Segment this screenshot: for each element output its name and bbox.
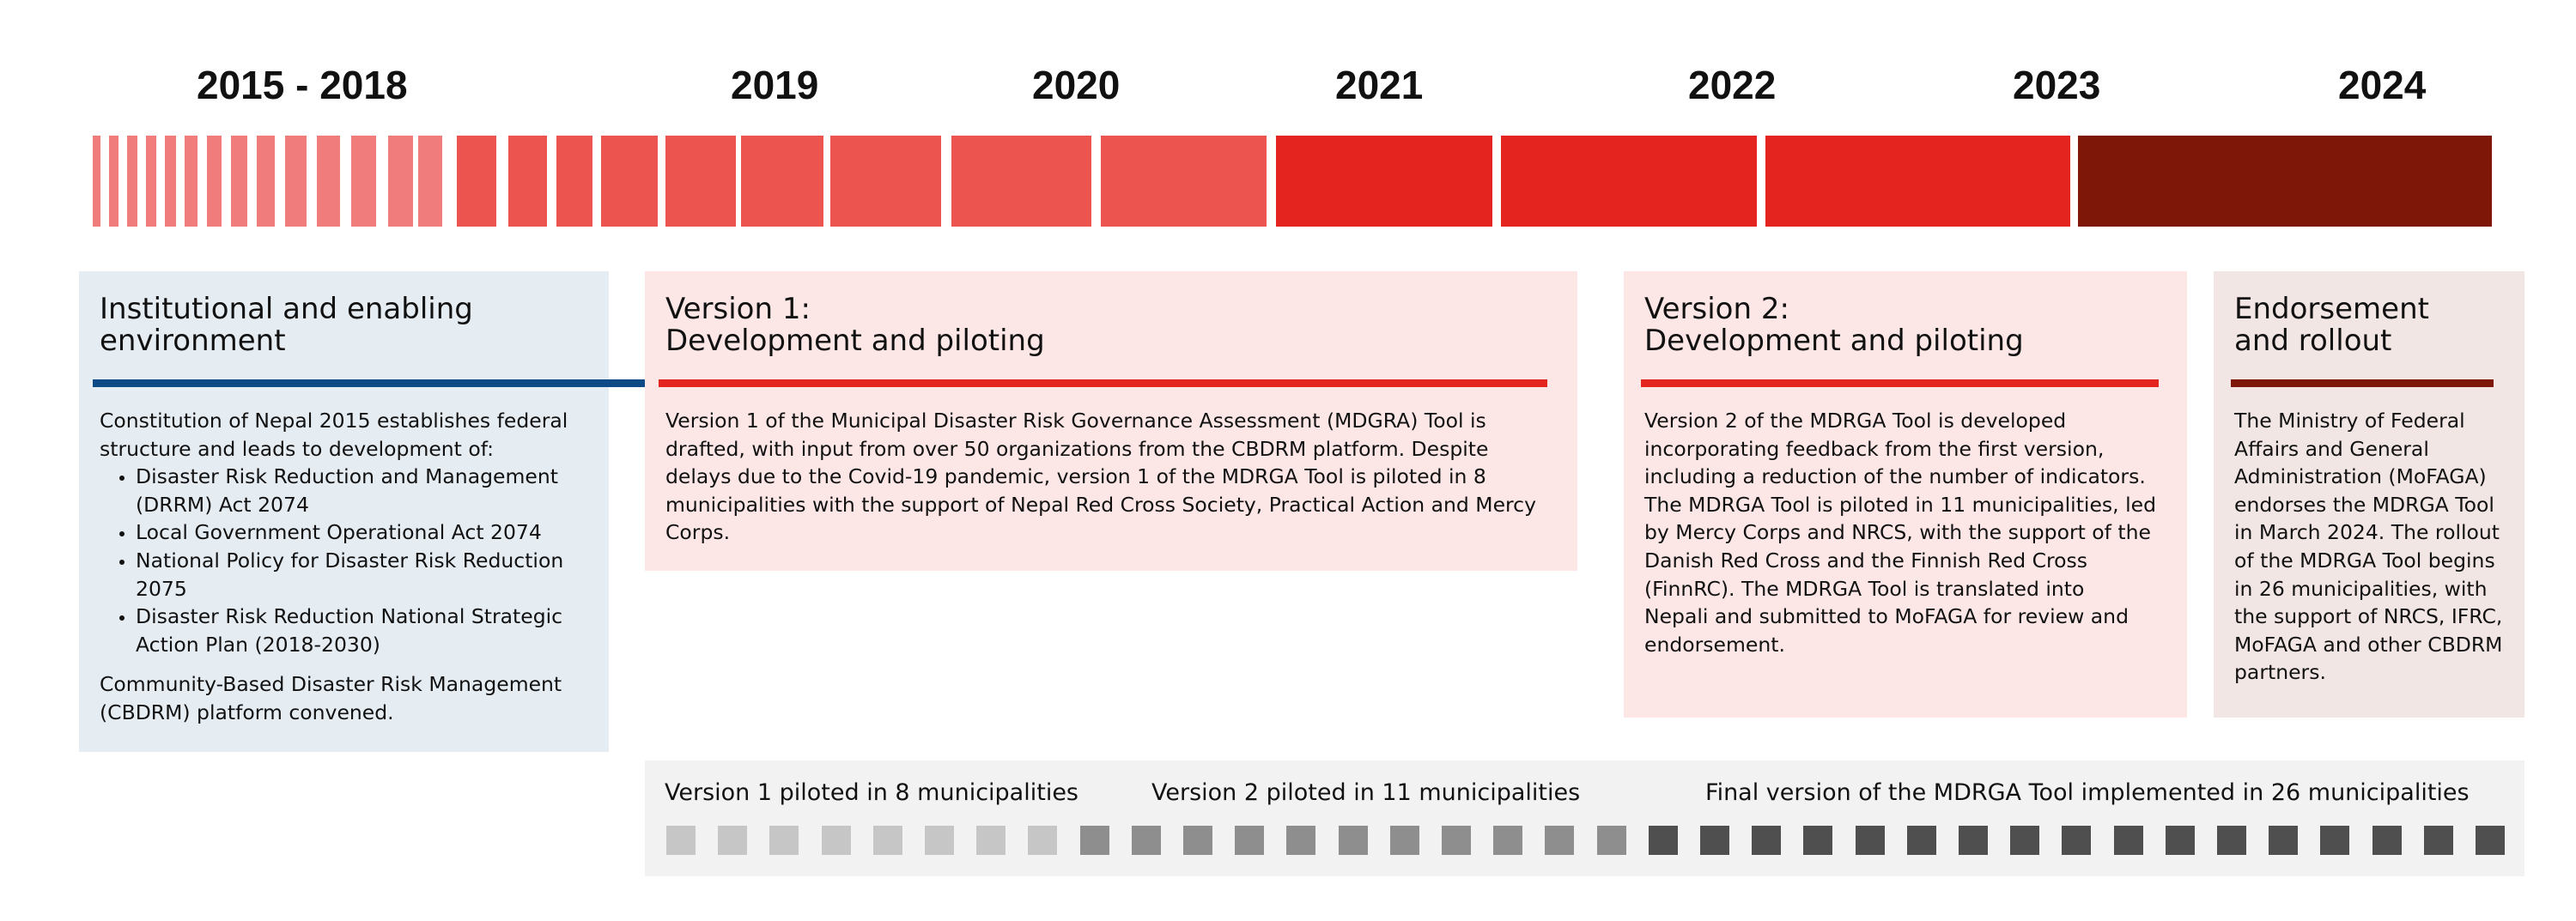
card-rule [659, 379, 1547, 387]
timeline-segment [2078, 136, 2492, 227]
municipality-square [2424, 826, 2453, 855]
timeline-segment [127, 136, 137, 227]
municipality-square [976, 826, 1005, 855]
card-title: Version 1: Development and piloting [665, 292, 1045, 358]
year-label-2020: 2020 [1032, 63, 1121, 107]
timeline-segment [1501, 136, 1757, 227]
legend-label-final-version: Final version of the MDRGA Tool implemen… [1705, 779, 2470, 806]
year-label-2023: 2023 [2013, 63, 2101, 107]
municipality-square [1545, 826, 1574, 855]
timeline-segment [741, 136, 823, 227]
year-label-2024: 2024 [2338, 63, 2427, 107]
card-intro: Constitution of Nepal 2015 establishes f… [100, 409, 568, 461]
timeline-segment [508, 136, 547, 227]
timeline-segment [93, 136, 100, 227]
timeline-segment [146, 136, 156, 227]
municipality-square [1649, 826, 1678, 855]
card-body: Version 2 of the MDRGA Tool is developed… [1644, 409, 2156, 657]
timeline-segment [109, 136, 118, 227]
year-label-2015-2018: 2015 - 2018 [197, 63, 408, 107]
card-body: Version 1 of the Municipal Disaster Risk… [665, 409, 1537, 545]
timeline-segment [1276, 136, 1492, 227]
municipality-square [1959, 826, 1988, 855]
timeline-segment [185, 136, 197, 227]
timeline-segment [285, 136, 307, 227]
year-label-2019: 2019 [731, 63, 819, 107]
card-title: Institutional and enabling environment [100, 292, 473, 358]
municipality-square [1339, 826, 1368, 855]
year-label-2022: 2022 [1688, 63, 1777, 107]
timeline-segment [351, 136, 376, 227]
municipality-square [718, 826, 747, 855]
timeline-segment [257, 136, 275, 227]
municipality-square [1752, 826, 1781, 855]
municipality-square [2010, 826, 2039, 855]
card-rule [1641, 379, 2159, 387]
municipality-square [1235, 826, 1264, 855]
municipality-square [2269, 826, 2298, 855]
bullet-list: Disaster Risk Reduction and Management (… [100, 463, 598, 658]
timeline-segment [1101, 136, 1267, 227]
card-body: Constitution of Nepal 2015 establishes f… [100, 407, 598, 727]
timeline-segment [457, 136, 496, 227]
municipality-square [1803, 826, 1832, 855]
municipality-square [1907, 826, 1936, 855]
card-outro: Community-Based Disaster Risk Management… [100, 672, 562, 724]
municipality-square [2217, 826, 2246, 855]
municipality-square [1390, 826, 1419, 855]
municipality-square [2372, 826, 2402, 855]
legend-label-version-2: Version 2 piloted in 11 municipalities [1151, 779, 1581, 806]
list-item: Local Government Operational Act 2074 [136, 518, 598, 547]
municipality-square [873, 826, 902, 855]
timeline-segment [388, 136, 413, 227]
list-item: Disaster Risk Reduction National Strateg… [136, 603, 598, 658]
municipality-square [666, 826, 696, 855]
municipality-square [1442, 826, 1471, 855]
list-item: Disaster Risk Reduction and Management (… [136, 463, 598, 518]
card-rule [2231, 379, 2494, 387]
municipality-square [2114, 826, 2143, 855]
municipality-square [1132, 826, 1161, 855]
municipality-square [2062, 826, 2091, 855]
timeline-segment [418, 136, 442, 227]
timeline-segment [665, 136, 736, 227]
card-rule [93, 379, 680, 387]
municipality-square [1286, 826, 1315, 855]
card-title: Version 2: Development and piloting [1644, 292, 2024, 358]
year-label-2021: 2021 [1335, 63, 1424, 107]
timeline-segment [207, 136, 222, 227]
municipality-square [1028, 826, 1057, 855]
timeline-segment [231, 136, 247, 227]
timeline-segment [1765, 136, 2070, 227]
municipality-square [1597, 826, 1626, 855]
card-version-2: Version 2: Development and piloting Vers… [1624, 271, 2187, 718]
timeline-segment [556, 136, 592, 227]
municipality-square [2476, 826, 2505, 855]
municipality-square [1183, 826, 1212, 855]
timeline-segment [317, 136, 340, 227]
municipality-square [1080, 826, 1109, 855]
municipality-square [1856, 826, 1885, 855]
card-version-1: Version 1: Development and piloting Vers… [645, 271, 1577, 571]
municipality-square [2320, 826, 2349, 855]
timeline-segment [830, 136, 941, 227]
timeline-segment [951, 136, 1091, 227]
municipality-square [822, 826, 851, 855]
timeline-segment [601, 136, 658, 227]
card-body: The Ministry of Federal Affairs and Gene… [2234, 409, 2503, 685]
card-title: Endorsement and rollout [2234, 292, 2429, 358]
municipalities-legend: Version 1 piloted in 8 municipalities Ve… [645, 760, 2524, 876]
card-institutional-environment: Institutional and enabling environment C… [79, 271, 680, 752]
legend-label-version-1: Version 1 piloted in 8 municipalities [665, 779, 1078, 806]
card-endorsement-rollout: Endorsement and rollout The Ministry of … [2214, 271, 2524, 718]
list-item: National Policy for Disaster Risk Reduct… [136, 547, 598, 603]
municipality-square [1700, 826, 1729, 855]
municipality-square [769, 826, 799, 855]
timeline-bar [0, 0, 2576, 258]
timeline-segment [165, 136, 176, 227]
municipality-square [2166, 826, 2195, 855]
municipality-square [1493, 826, 1522, 855]
municipality-square [925, 826, 954, 855]
